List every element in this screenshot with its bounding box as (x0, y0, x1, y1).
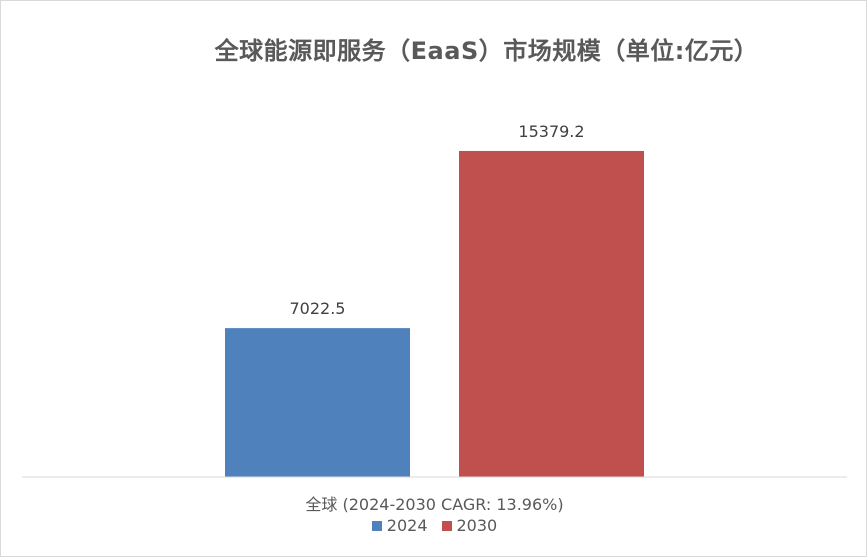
legend-item-2024: 2024 (371, 516, 428, 535)
chart-title: 全球能源即服务（EaaS）市场规模（单位:亿元） (214, 37, 759, 65)
bars-layer (225, 150, 644, 478)
data-label-2024: 7022.5 (290, 299, 346, 318)
legend-label-2030: 2030 (456, 516, 498, 535)
data-label-2030: 15379.2 (518, 122, 584, 141)
bar-2030 (459, 150, 644, 478)
legend-label-2024: 2024 (386, 516, 428, 535)
data-labels-layer: 7022.5 15379.2 (290, 122, 585, 318)
legend: 2024 2030 (1, 516, 867, 535)
legend-swatch-2024 (371, 520, 382, 531)
bar-2024 (225, 328, 410, 477)
legend-item-2030: 2030 (441, 516, 498, 535)
legend-swatch-2030 (441, 520, 452, 531)
category-label: 全球 (2024-2030 CAGR: 13.96%) (305, 495, 564, 514)
